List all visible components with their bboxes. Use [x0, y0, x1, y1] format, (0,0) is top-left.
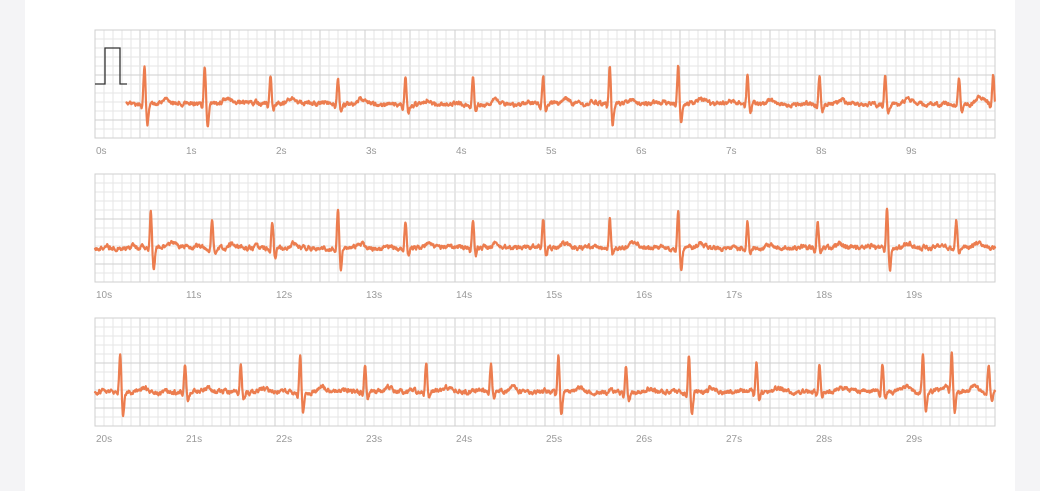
- time-tick-label: 8s: [816, 146, 827, 157]
- time-tick-label: 28s: [816, 434, 833, 445]
- time-tick-label: 7s: [726, 146, 737, 157]
- ecg-strip-2: 10s 11s 12s 13s 14s 15s 16s 17s 18s 19s: [93, 173, 997, 304]
- time-tick-label: 5s: [546, 146, 557, 157]
- time-tick-label: 9s: [906, 146, 917, 157]
- time-tick-label: 25s: [546, 434, 563, 445]
- ecg-trace-1: [125, 64, 996, 128]
- time-tick-label: 29s: [906, 434, 923, 445]
- ecg-grid-1: [94, 29, 996, 139]
- time-tick-label: 0s: [96, 146, 107, 157]
- time-tick-label: 13s: [366, 290, 383, 301]
- time-tick-label: 14s: [456, 290, 473, 301]
- time-tick-label: 3s: [366, 146, 377, 157]
- ecg-card: 0s 1s 2s 3s 4s 5s 6s 7s 8s 9s 10s 11s 12s 13s 14s 15s 1…: [25, 0, 1015, 491]
- time-tick-label: 12s: [276, 290, 293, 301]
- time-tick-label: 1s: [186, 146, 197, 157]
- time-tick-label: 11s: [186, 290, 202, 301]
- time-tick-label: 18s: [816, 290, 833, 301]
- time-tick-label: 20s: [96, 434, 113, 445]
- time-tick-label: 16s: [636, 290, 653, 301]
- time-tick-label: 4s: [456, 146, 467, 157]
- time-tick-label: 10s: [96, 290, 113, 301]
- ecg-strip-3: 20s 21s 22s 23s 24s 25s 26s 27s 28s 29s: [93, 317, 997, 448]
- calibration-pulse: [95, 47, 127, 85]
- time-tick-label: 19s: [906, 290, 923, 301]
- ecg-grid-2: [93, 173, 997, 283]
- ecg-strip-1: 0s 1s 2s 3s 4s 5s 6s 7s 8s 9s: [94, 29, 996, 160]
- time-tick-label: 2s: [276, 146, 287, 157]
- time-tick-label: 24s: [456, 434, 473, 445]
- time-tick-label: 27s: [726, 434, 743, 445]
- time-tick-label: 6s: [636, 146, 647, 157]
- ecg-trace-3: [93, 351, 997, 418]
- ecg-trace-2: [93, 207, 997, 272]
- time-tick-label: 21s: [186, 434, 203, 445]
- time-tick-label: 23s: [366, 434, 383, 445]
- time-tick-label: 15s: [546, 290, 563, 301]
- time-tick-label: 17s: [726, 290, 743, 301]
- ecg-grid-3: [93, 317, 997, 427]
- time-tick-label: 22s: [276, 434, 293, 445]
- time-tick-label: 26s: [636, 434, 653, 445]
